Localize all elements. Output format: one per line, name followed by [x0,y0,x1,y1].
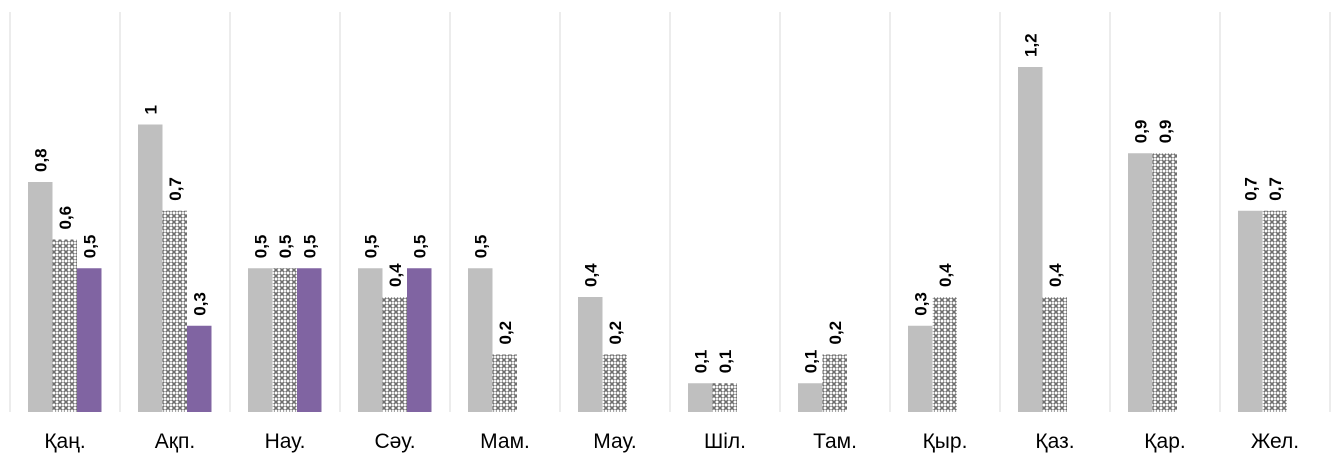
bar-2 [1262,210,1287,412]
bar-1 [1018,67,1043,412]
bar-2 [712,383,737,412]
category-label: Қыр. [923,430,968,453]
category-labels: Қаң. Ақп. Нау. Сәу. Мам. Мау. Шіл. Там. Қыр. Қаз.… [44,430,1299,453]
data-label: 0,5 [276,235,295,259]
bar-2 [492,354,517,412]
data-label: 0,6 [56,206,75,230]
bar-1 [138,124,163,412]
bar-1 [468,268,493,412]
data-label: 0,1 [716,350,735,374]
bar-1 [28,182,53,412]
data-label: 0,5 [80,235,99,259]
data-label: 0,2 [826,321,845,345]
category-label: Жел. [1251,430,1299,453]
data-label: 0,4 [936,263,955,287]
category-label: Қаң. [44,430,85,453]
data-labels: 0,8 0,6 0,5 1 0,7 0,3 0,5 0,5 0,5 0,5 0,4 0,5 0,5 0,2… [31,33,1285,373]
bars [28,67,1287,412]
data-label: 0,8 [31,148,50,172]
category-label: Қаз. [1035,430,1074,453]
category-label: Там. [813,430,857,453]
data-label: 0,3 [911,292,930,316]
bar-2 [1042,297,1067,412]
bar-1 [798,383,823,412]
data-label: 0,5 [361,235,380,259]
category-label: Шіл. [704,430,746,453]
data-label: 0,7 [166,177,185,201]
data-label: 0,5 [300,235,319,259]
category-label: Мау. [593,430,636,453]
category-label: Ақп. [155,430,195,453]
bar-1 [688,383,713,412]
category-label: Нау. [265,430,306,453]
data-label: 1,2 [1021,33,1040,57]
bar-3 [77,268,102,412]
bar-1 [248,268,273,412]
bar-3 [407,268,432,412]
bar-1 [578,297,603,412]
bar-2 [382,297,407,412]
data-label: 0,5 [471,235,490,259]
data-label: 0,7 [1266,177,1285,201]
bar-3 [187,325,212,412]
data-label: 0,4 [581,263,600,287]
data-label: 0,9 [1156,120,1175,144]
category-label: Сәу. [374,430,415,453]
data-label: 0,4 [386,263,405,287]
data-label: 0,1 [691,350,710,374]
bar-2 [52,239,77,412]
category-label: Мам. [480,430,530,453]
data-label: 1 [141,105,160,114]
category-label: Қар. [1144,430,1185,453]
bar-1 [358,268,383,412]
bar-1 [1128,153,1153,412]
bar-2 [932,297,957,412]
bar-2 [162,210,187,412]
data-label: 0,5 [251,235,270,259]
bar-1 [908,325,933,412]
data-label: 0,9 [1131,120,1150,144]
bar-1 [1238,210,1263,412]
bar-3 [297,268,322,412]
data-label: 0,7 [1241,177,1260,201]
data-label: 0,4 [1046,263,1065,287]
bar-2 [602,354,627,412]
bar-2 [272,268,297,412]
data-label: 0,1 [801,350,820,374]
data-label: 0,3 [190,292,209,316]
data-label: 0,2 [496,321,515,345]
category-dividers [9,12,1331,412]
data-label: 0,5 [410,235,429,259]
bar-2 [822,354,847,412]
bar-2 [1152,153,1177,412]
data-label: 0,2 [606,321,625,345]
